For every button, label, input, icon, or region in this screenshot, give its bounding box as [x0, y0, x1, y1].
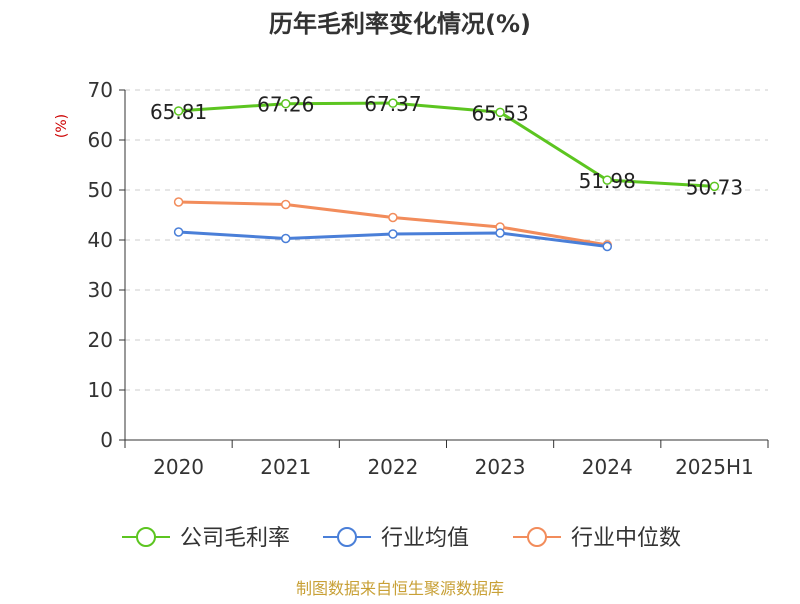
- source-note: 制图数据来自恒生聚源数据库: [296, 579, 504, 598]
- data-point: [602, 241, 612, 252]
- y-tick-label: 0: [100, 428, 113, 452]
- legend-label: 公司毛利率: [180, 526, 290, 551]
- y-tick-label: 30: [88, 278, 113, 302]
- y-axis-label: (%): [54, 114, 70, 138]
- chart-title: 历年毛利率变化情况(%): [269, 10, 531, 38]
- y-tick-label: 20: [88, 328, 113, 352]
- data-point: [173, 197, 184, 207]
- grid-layer: [125, 89, 768, 391]
- y-tick-label: 60: [88, 128, 113, 152]
- x-tick-label: 2022: [367, 455, 418, 479]
- legend-marker: [337, 527, 357, 547]
- data-label: 67.37: [364, 92, 421, 116]
- y-tick-label: 40: [88, 228, 113, 252]
- data-label: 51.98: [579, 169, 636, 193]
- y-tick-label: 50: [88, 178, 113, 202]
- series-line: [177, 101, 716, 188]
- data-point: [709, 181, 720, 192]
- x-tick-label: 2023: [475, 455, 526, 479]
- axis-layer: 0 10 20 30 40 50 60 70 2020 2021 2022 2023 2024 2025H…: [88, 78, 769, 479]
- y-tick-label: 70: [88, 78, 113, 102]
- x-tick-label: 2020: [153, 455, 204, 479]
- data-point: [602, 175, 612, 185]
- data-label: 65.81: [150, 100, 207, 124]
- data-point: [495, 107, 505, 118]
- legend-marker: [136, 527, 156, 547]
- data-point: [388, 98, 398, 108]
- legend: 公司毛利率 行业均值 行业中位数: [122, 526, 681, 551]
- series-layer: [173, 98, 720, 252]
- x-tick-label: 2024: [582, 455, 633, 479]
- x-tick-label: 2021: [260, 455, 311, 479]
- legend-label: 行业中位数: [571, 526, 681, 551]
- data-point: [281, 233, 291, 244]
- data-point: [388, 212, 398, 223]
- legend-label: 行业均值: [381, 526, 469, 551]
- legend-marker: [527, 527, 547, 547]
- data-point: [495, 228, 505, 238]
- y-tick-label: 10: [88, 378, 113, 402]
- data-point: [281, 98, 291, 109]
- data-label-layer: 65.81 67.26 67.37 65.53 51.98 50.73: [150, 92, 743, 199]
- data-point: [388, 229, 398, 239]
- data-label: 65.53: [471, 101, 528, 125]
- data-point: [173, 106, 184, 116]
- data-label: 50.73: [686, 175, 743, 199]
- data-label: 67.26: [257, 93, 314, 117]
- data-point: [281, 199, 291, 210]
- data-point: [173, 227, 184, 237]
- x-tick-label: 2025H1: [675, 455, 754, 479]
